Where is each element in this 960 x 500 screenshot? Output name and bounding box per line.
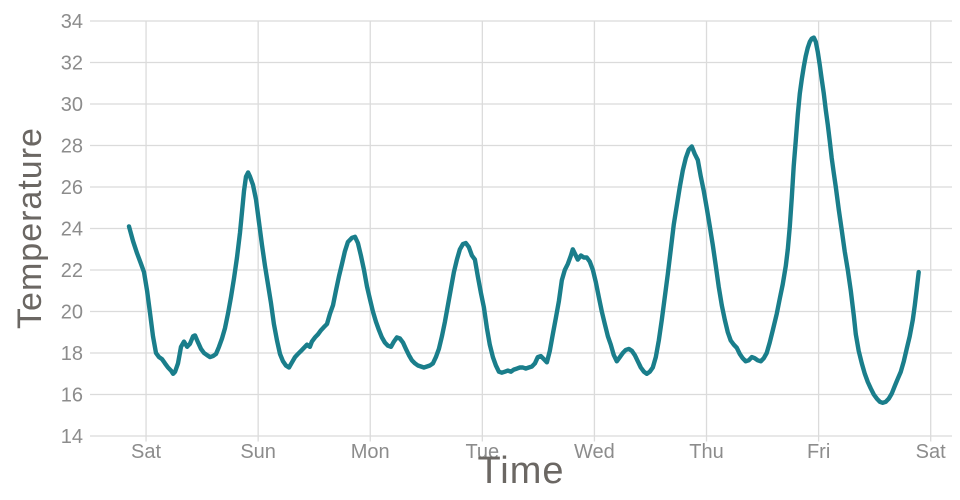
y-tick-label: 30 [61, 94, 83, 116]
x-tick-label: Mon [351, 441, 390, 463]
x-tick-label: Fri [807, 441, 830, 463]
y-tick-label: 20 [61, 302, 83, 324]
y-tick-label: 34 [61, 11, 83, 33]
x-axis-title: Time [477, 450, 565, 492]
x-tick-label: Sat [916, 441, 946, 463]
x-tick-label: Wed [574, 441, 615, 463]
x-tick-label: Sat [131, 441, 161, 463]
y-axis-title: Temperature [11, 127, 49, 329]
x-tick-label: Thu [689, 441, 723, 463]
y-tick-label: 26 [61, 177, 83, 199]
y-tick-label: 14 [61, 426, 83, 448]
x-tick-label: Tue [465, 441, 499, 463]
y-tick-label: 24 [61, 219, 83, 241]
y-tick-label: 16 [61, 385, 83, 407]
y-tick-label: 32 [61, 53, 83, 75]
y-tick-label: 28 [61, 136, 83, 158]
y-tick-label: 22 [61, 260, 83, 282]
y-tick-label: 18 [61, 343, 83, 365]
x-tick-label: Sun [240, 441, 276, 463]
temperature-series-line [126, 35, 921, 405]
